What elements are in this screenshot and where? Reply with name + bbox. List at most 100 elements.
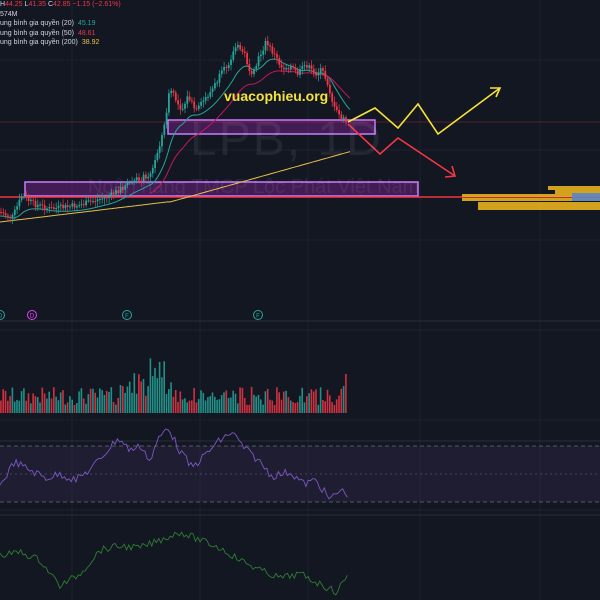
legend-ema20[interactable]: ung bình gia quyền (20) 45.19 bbox=[0, 20, 96, 27]
volume-bar-51 bbox=[117, 398, 119, 413]
candle-body-12 bbox=[27, 197, 30, 201]
volume-bar-28 bbox=[64, 404, 67, 413]
candle-body-4 bbox=[9, 216, 12, 219]
volume-bar-17 bbox=[39, 402, 41, 413]
volume-bar-35 bbox=[80, 388, 83, 413]
volume-bar-54 bbox=[124, 392, 126, 413]
candle-body-80 bbox=[184, 103, 186, 109]
legend-ema50[interactable]: ung bình gia quyền (50) 48.61 bbox=[0, 29, 96, 37]
candle-body-76 bbox=[174, 92, 177, 101]
candle-body-47 bbox=[108, 196, 110, 198]
candle-body-6 bbox=[13, 209, 16, 215]
candle-body-142 bbox=[326, 78, 329, 85]
volume-bar-83 bbox=[191, 400, 193, 413]
volume-bar-0 bbox=[0, 400, 2, 413]
volume-bar-118 bbox=[271, 400, 274, 413]
volume-bar-148 bbox=[340, 388, 343, 413]
volume-bar-7 bbox=[16, 399, 18, 413]
candle-body-125 bbox=[287, 68, 290, 70]
volume-bar-72 bbox=[165, 393, 168, 413]
volume-bar-142 bbox=[326, 389, 329, 413]
volume-bar-55 bbox=[126, 386, 129, 413]
volume-profile-bar-4 bbox=[478, 202, 600, 206]
volume-profile-bar-0 bbox=[548, 186, 600, 190]
scenario-up-arrowhead bbox=[490, 87, 502, 98]
volume-bar-27 bbox=[62, 390, 64, 413]
volume-bar-99 bbox=[227, 398, 230, 413]
candle-body-138 bbox=[317, 73, 320, 76]
event-marker-0 bbox=[0, 310, 5, 320]
volume-bar-63 bbox=[145, 395, 147, 413]
volume-bar-119 bbox=[273, 405, 276, 413]
candle-body-65 bbox=[149, 173, 152, 177]
volume-profile-bar-3 bbox=[462, 198, 600, 201]
volume-bar-36 bbox=[82, 398, 85, 413]
candle-body-68 bbox=[156, 152, 159, 160]
candle-body-108 bbox=[248, 64, 251, 71]
volume-bar-131 bbox=[301, 387, 303, 413]
volume-bar-48 bbox=[110, 387, 113, 413]
volume-bar-46 bbox=[105, 390, 108, 413]
candle-body-88 bbox=[202, 100, 205, 102]
volume-bar-57 bbox=[131, 392, 133, 413]
symbol-watermark: LPB, 1D bbox=[190, 113, 383, 166]
candle-body-105 bbox=[241, 49, 244, 52]
candle-body-83 bbox=[191, 100, 193, 102]
volume-bar-97 bbox=[223, 392, 225, 413]
candle-body-21 bbox=[48, 207, 51, 209]
candle-body-40 bbox=[92, 201, 94, 203]
volume-bar-11 bbox=[25, 400, 27, 413]
volume-bar-135 bbox=[310, 389, 313, 413]
volume-bar-139 bbox=[319, 387, 322, 413]
candle-body-32 bbox=[73, 203, 76, 208]
volume-bar-45 bbox=[103, 395, 106, 413]
event-marker-label-2: F bbox=[125, 314, 129, 320]
candle-body-44 bbox=[101, 198, 104, 200]
volume-bar-149 bbox=[342, 386, 345, 413]
candle-body-146 bbox=[335, 106, 338, 110]
candle-body-61 bbox=[140, 180, 143, 182]
volume-bar-115 bbox=[264, 391, 267, 413]
candle-body-85 bbox=[195, 108, 198, 110]
volume-bar-61 bbox=[140, 381, 142, 413]
candle-body-69 bbox=[158, 146, 161, 153]
volume-bar-88 bbox=[202, 392, 205, 413]
volume-bar-20 bbox=[46, 398, 48, 413]
volume-bar-77 bbox=[177, 401, 179, 413]
volume-bar-1 bbox=[2, 389, 4, 413]
rsi-line bbox=[0, 428, 348, 500]
volume-bar-65 bbox=[149, 358, 152, 413]
candle-body-27 bbox=[62, 204, 64, 209]
candle-body-17 bbox=[39, 204, 41, 206]
scenario-up-path bbox=[347, 87, 501, 136]
volume-bar-73 bbox=[168, 389, 170, 413]
candle-body-141 bbox=[324, 70, 327, 79]
volume-bar-122 bbox=[280, 399, 283, 413]
candle-body-84 bbox=[193, 101, 196, 109]
candle-body-90 bbox=[207, 96, 209, 98]
legend-ema200[interactable]: ung bình gia quyền (200) 38.92 bbox=[0, 39, 100, 46]
site-annotation: vuacophieu.org bbox=[224, 88, 329, 104]
candle-body-121 bbox=[278, 58, 281, 65]
candle-body-19 bbox=[43, 205, 46, 210]
candle-body-81 bbox=[186, 96, 189, 104]
volume-bar-90 bbox=[207, 397, 209, 413]
volume-bar-3 bbox=[7, 400, 9, 413]
candle-body-96 bbox=[220, 70, 223, 74]
candle-body-15 bbox=[34, 200, 37, 208]
volume-bar-41 bbox=[94, 392, 96, 413]
candle-body-31 bbox=[71, 203, 74, 207]
volume-bar-71 bbox=[163, 361, 165, 413]
volume-bar-4 bbox=[9, 396, 11, 413]
volume-bar-85 bbox=[195, 402, 198, 413]
volume-bar-10 bbox=[23, 388, 25, 413]
chart-legend: H44.25 L41.35 C42.85 −1.15 (−2.61%) 574M… bbox=[0, 0, 121, 48]
candle-body-116 bbox=[266, 40, 269, 46]
candle-body-0 bbox=[0, 212, 2, 213]
volume-bar-62 bbox=[142, 379, 145, 413]
candle-body-52 bbox=[119, 187, 122, 194]
volume-readout: 574M bbox=[0, 10, 18, 18]
volume-bar-70 bbox=[161, 377, 163, 413]
candle-body-101 bbox=[232, 51, 235, 60]
